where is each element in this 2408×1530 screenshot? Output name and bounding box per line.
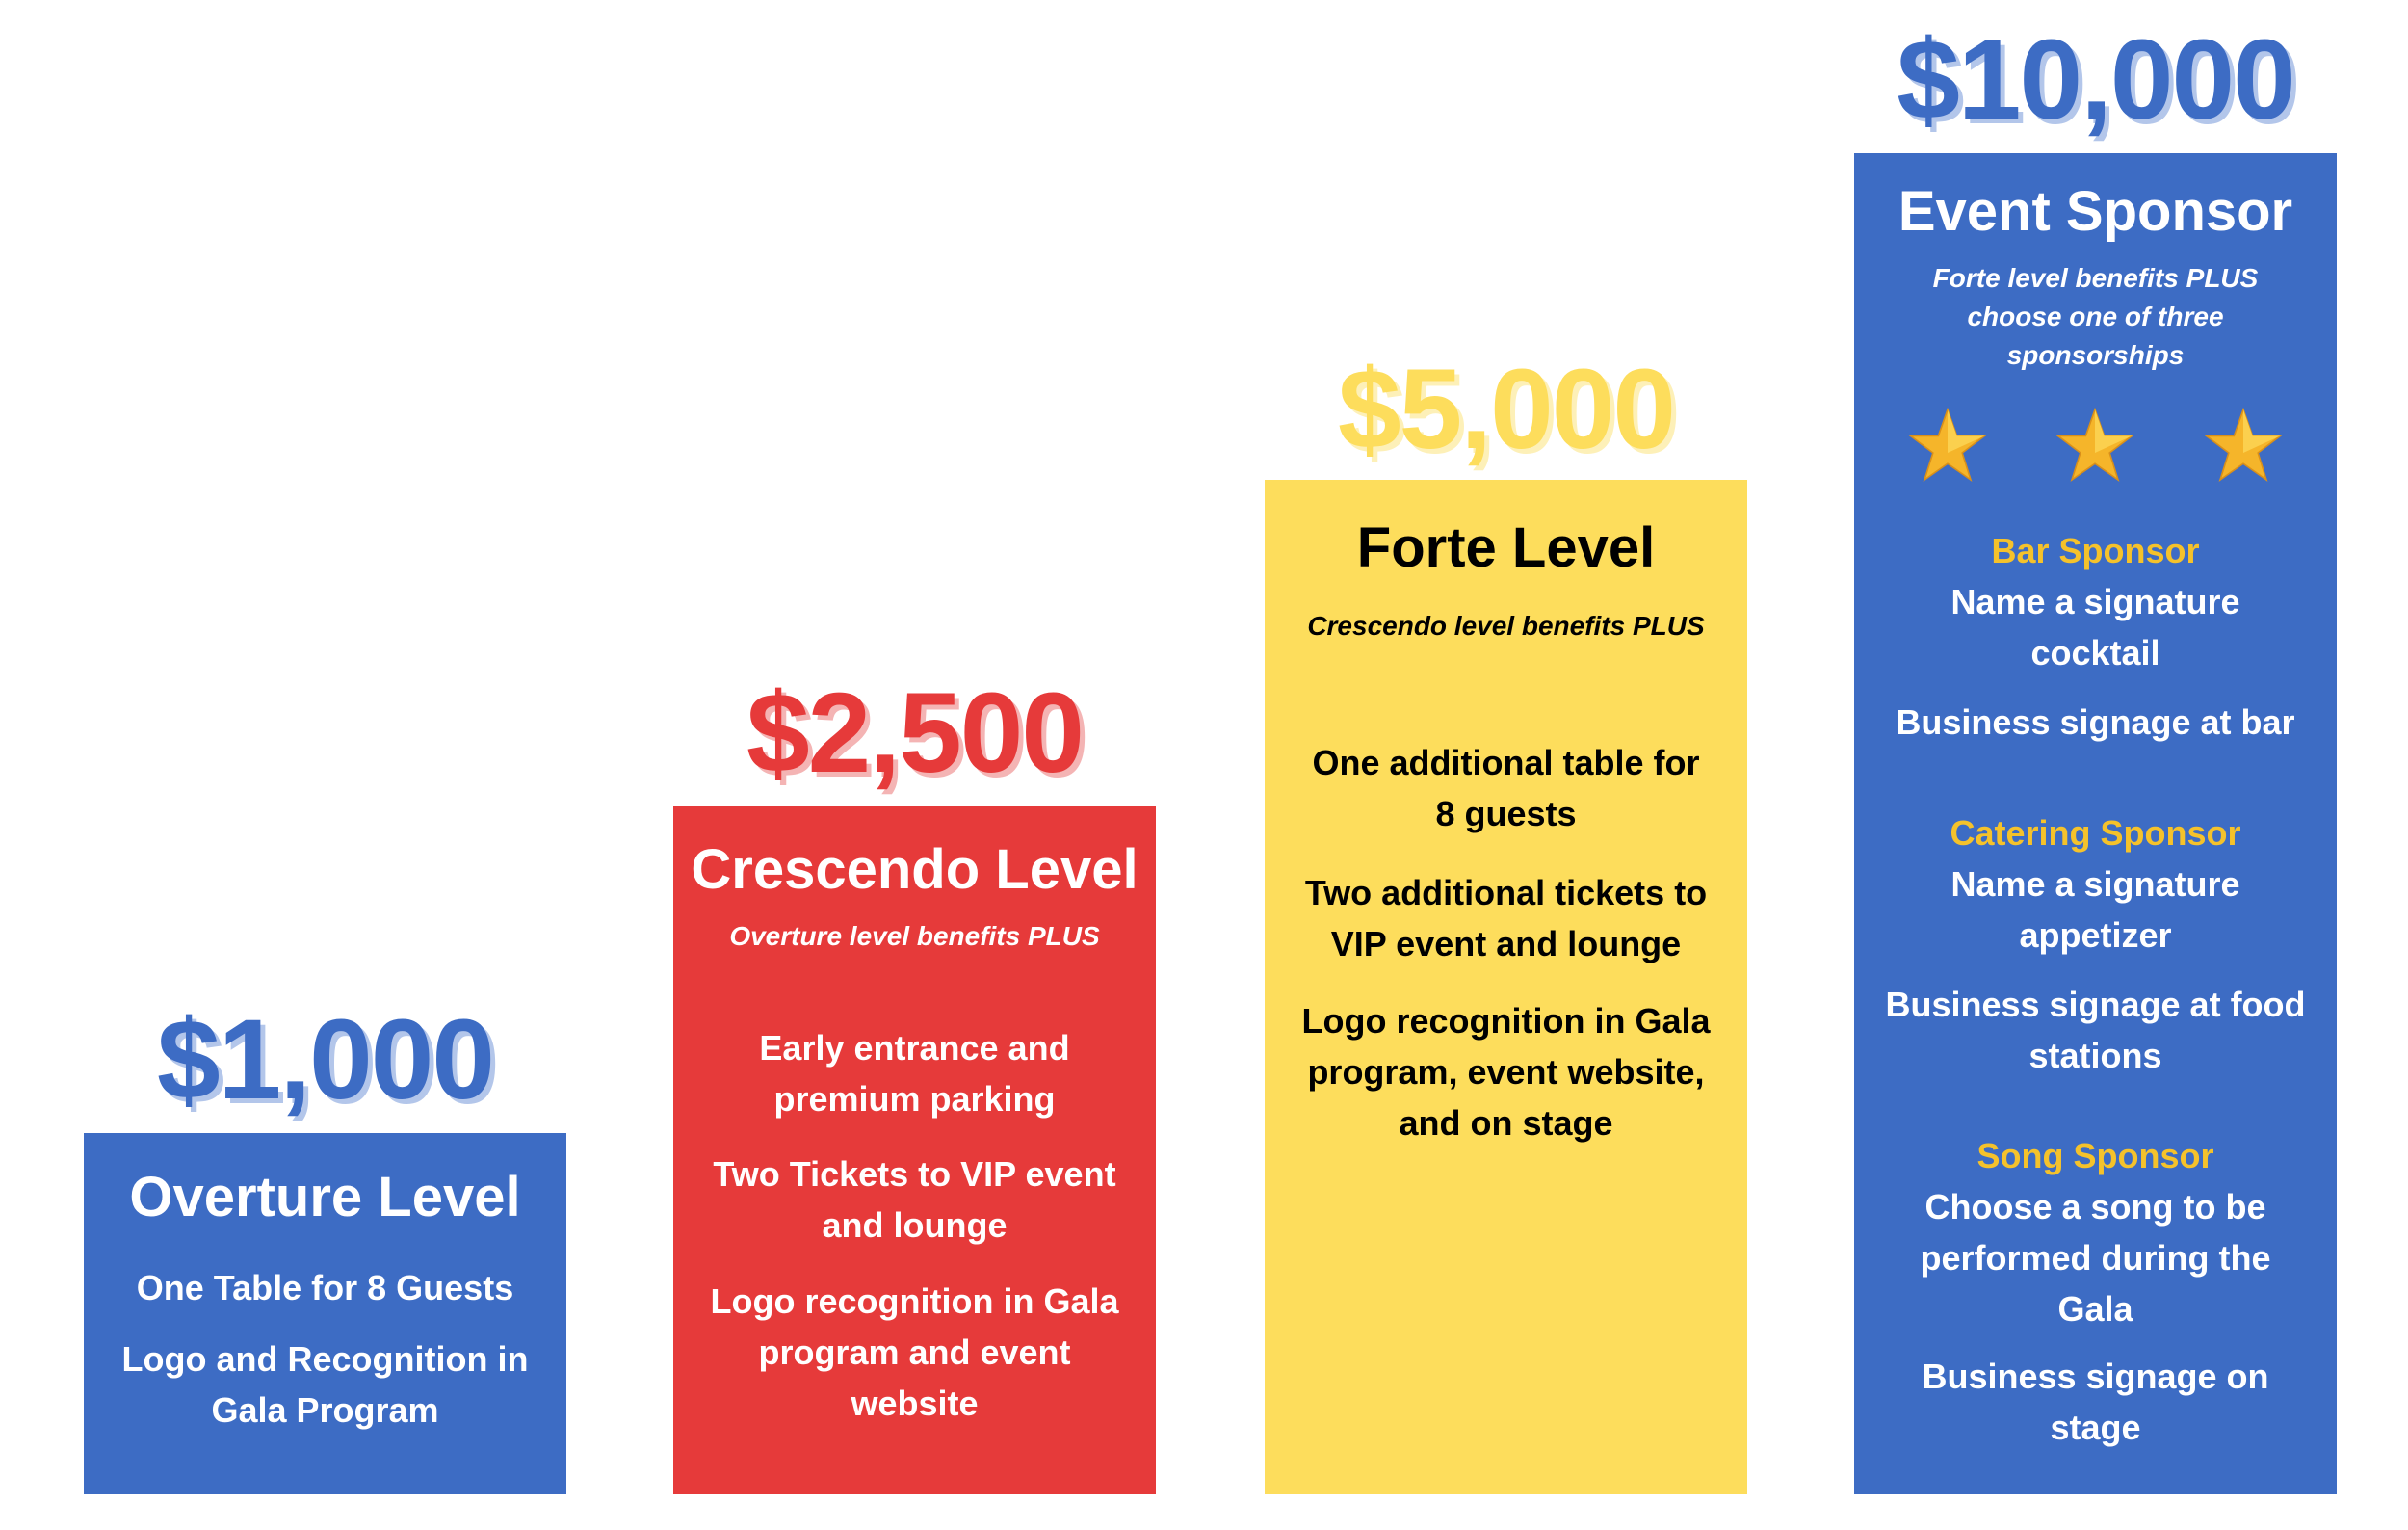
benefit-item: Name a signature cocktail — [1950, 582, 2240, 673]
forte-price: $5,000 — [1338, 346, 1676, 473]
benefit-item: Business signage at bar — [1896, 702, 2295, 742]
benefit-item: Choose a song to be performed during the… — [1920, 1187, 2271, 1329]
benefit-item: Business signage at food stations — [1885, 985, 2306, 1075]
crescendo-level-card: Crescendo Level Overture level benefits … — [673, 806, 1156, 1494]
benefit-item: Two Tickets to VIP event and lounge — [713, 1154, 1116, 1245]
benefit-item: Early entrance and premium parking — [759, 1028, 1070, 1119]
option-heading-song: Song Sponsor — [1976, 1136, 2214, 1175]
event-sponsor-card: Event Sponsor Forte level benefits PLUS … — [1854, 153, 2337, 1494]
option-heading-bar: Bar Sponsor — [1991, 531, 2200, 570]
tier-subtitle: Crescendo level benefits PLUS — [1307, 611, 1705, 641]
star-icon — [2056, 407, 2134, 483]
overture-price: $1,000 — [157, 996, 495, 1123]
forte-level-card: Forte Level Crescendo level benefits PLU… — [1265, 480, 1747, 1494]
tier-subtitle: Overture level benefits PLUS — [729, 921, 1100, 951]
benefit-item: One additional table for 8 guests — [1312, 743, 1700, 833]
crescendo-price: $2,500 — [746, 670, 1085, 797]
overture-level-card: Overture Level One Table for 8 Guests Lo… — [84, 1133, 566, 1494]
benefit-item: Logo and Recognition in Gala Program — [121, 1339, 529, 1430]
benefit-item: Logo recognition in Gala program, event … — [1301, 1001, 1711, 1143]
tier-title: Event Sponsor — [1898, 180, 2293, 243]
star-icon — [1908, 407, 1986, 483]
event-sponsor-price: $10,000 — [1897, 16, 2296, 144]
benefit-item: Business signage on stage — [1922, 1357, 2269, 1447]
stars-row — [1854, 407, 2337, 484]
benefit-item: One Table for 8 Guests — [136, 1268, 514, 1307]
star-icon — [2205, 407, 2283, 483]
tier-subtitle: Forte level benefits PLUS choose one of … — [1932, 263, 2259, 370]
tier-title: Overture Level — [129, 1166, 521, 1228]
benefit-item: Name a signature appetizer — [1950, 864, 2240, 955]
benefit-item: Logo recognition in Gala program and eve… — [710, 1281, 1119, 1423]
tier-title: Forte Level — [1356, 516, 1656, 579]
tier-title: Crescendo Level — [691, 838, 1139, 901]
option-heading-catering: Catering Sponsor — [1950, 813, 2241, 853]
benefit-item: Two additional tickets to VIP event and … — [1304, 873, 1708, 963]
